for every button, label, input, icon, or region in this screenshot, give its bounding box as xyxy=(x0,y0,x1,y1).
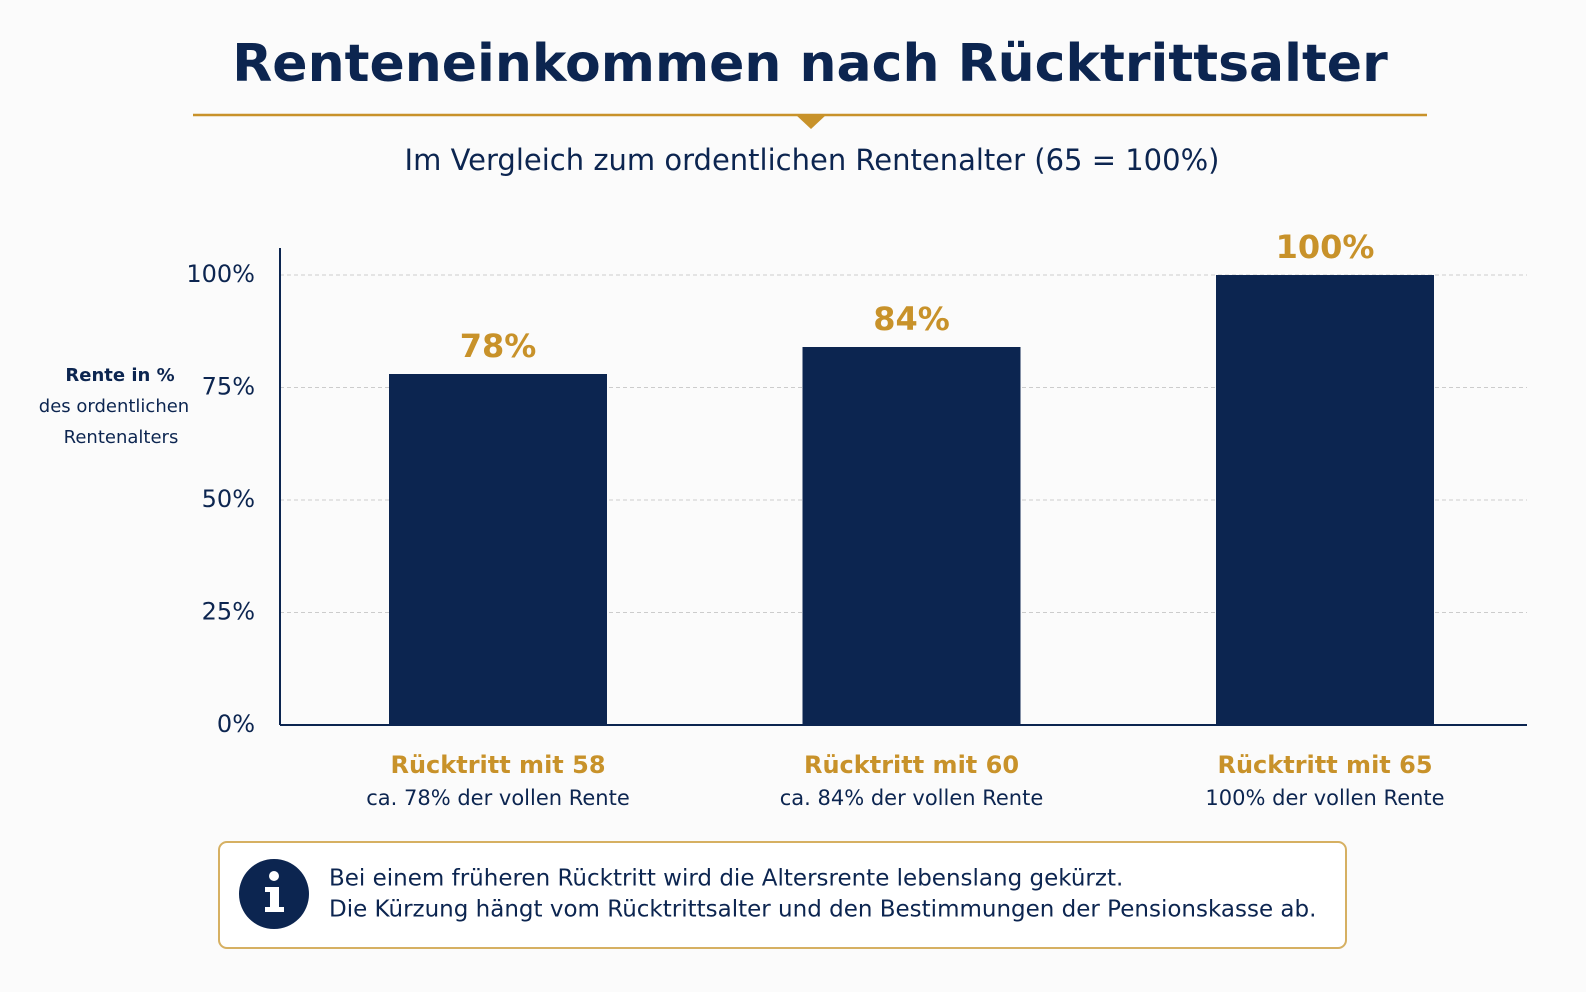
y-tick-label: 0% xyxy=(217,710,255,738)
title-rule-pointer xyxy=(796,115,826,129)
y-tick-label: 50% xyxy=(202,485,255,513)
x-tick-note: ca. 78% der vollen Rente xyxy=(366,786,630,810)
x-tick-note: 100% der vollen Rente xyxy=(1205,786,1444,810)
chart-title: Renteneinkommen nach Rücktrittsalter xyxy=(232,34,1388,94)
bar xyxy=(1216,275,1434,725)
value-label: 84% xyxy=(873,300,950,338)
info-text: Bei einem früheren Rücktritt wird die Al… xyxy=(329,866,1123,892)
value-label: 78% xyxy=(460,327,537,365)
bar xyxy=(802,347,1021,725)
y-tick-label: 25% xyxy=(202,598,255,626)
info-text: Die Kürzung hängt vom Rücktrittsalter un… xyxy=(329,897,1316,923)
y-axis-label: des ordentlichen xyxy=(39,396,189,417)
x-tick-label: Rücktritt mit 60 xyxy=(804,751,1019,779)
subtitle: Im Vergleich zum ordentlichen Rentenalte… xyxy=(405,143,1220,177)
y-tick-label: 75% xyxy=(202,373,255,401)
x-tick-label: Rücktritt mit 58 xyxy=(390,751,605,779)
info-icon-dot xyxy=(269,871,279,881)
bar xyxy=(389,374,607,725)
value-label: 100% xyxy=(1276,228,1375,266)
y-axis-label: Rentenalters xyxy=(64,427,179,448)
info-box xyxy=(218,841,1347,949)
info-icon-stem xyxy=(265,887,284,912)
y-tick-label: 100% xyxy=(186,260,255,288)
x-tick-note: ca. 84% der vollen Rente xyxy=(780,786,1044,810)
x-tick-label: Rücktritt mit 65 xyxy=(1217,751,1432,779)
y-axis-label: Rente in % xyxy=(65,365,174,386)
